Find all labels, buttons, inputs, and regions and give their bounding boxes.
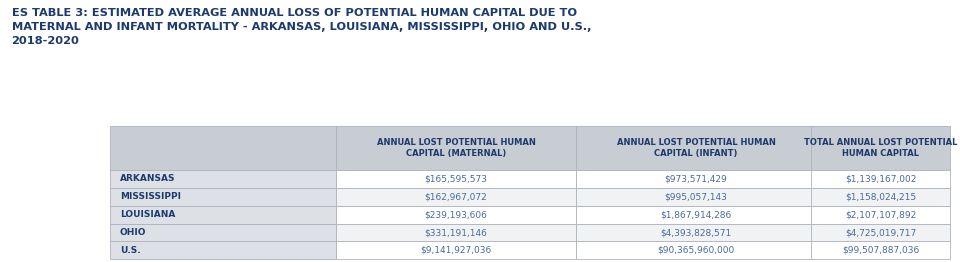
FancyBboxPatch shape xyxy=(336,170,576,188)
FancyBboxPatch shape xyxy=(576,126,816,170)
FancyBboxPatch shape xyxy=(811,242,950,259)
FancyBboxPatch shape xyxy=(110,206,336,223)
Text: OHIO: OHIO xyxy=(120,228,147,237)
FancyBboxPatch shape xyxy=(336,223,576,242)
Text: $165,595,573: $165,595,573 xyxy=(424,174,488,183)
Text: $4,725,019,717: $4,725,019,717 xyxy=(845,228,917,237)
FancyBboxPatch shape xyxy=(576,206,816,223)
FancyBboxPatch shape xyxy=(336,188,576,206)
FancyBboxPatch shape xyxy=(811,170,950,188)
FancyBboxPatch shape xyxy=(811,188,950,206)
FancyBboxPatch shape xyxy=(576,223,816,242)
FancyBboxPatch shape xyxy=(110,223,336,242)
Text: $2,107,107,892: $2,107,107,892 xyxy=(845,210,917,219)
Text: LOUISIANA: LOUISIANA xyxy=(120,210,176,219)
FancyBboxPatch shape xyxy=(336,126,576,170)
Text: $1,867,914,286: $1,867,914,286 xyxy=(660,210,732,219)
FancyBboxPatch shape xyxy=(110,188,336,206)
FancyBboxPatch shape xyxy=(576,170,816,188)
FancyBboxPatch shape xyxy=(336,206,576,223)
Text: ANNUAL LOST POTENTIAL HUMAN
CAPITAL (MATERNAL): ANNUAL LOST POTENTIAL HUMAN CAPITAL (MAT… xyxy=(376,138,536,158)
Text: ANNUAL LOST POTENTIAL HUMAN
CAPITAL (INFANT): ANNUAL LOST POTENTIAL HUMAN CAPITAL (INF… xyxy=(616,138,776,158)
FancyBboxPatch shape xyxy=(110,126,336,170)
Text: $995,057,143: $995,057,143 xyxy=(664,192,728,201)
FancyBboxPatch shape xyxy=(110,242,336,259)
FancyBboxPatch shape xyxy=(811,126,950,170)
Text: ES TABLE 3: ESTIMATED AVERAGE ANNUAL LOSS OF POTENTIAL HUMAN CAPITAL DUE TO
MATE: ES TABLE 3: ESTIMATED AVERAGE ANNUAL LOS… xyxy=(12,8,591,46)
FancyBboxPatch shape xyxy=(576,242,816,259)
Text: ARKANSAS: ARKANSAS xyxy=(120,174,176,183)
FancyBboxPatch shape xyxy=(811,223,950,242)
Text: $90,365,960,000: $90,365,960,000 xyxy=(658,246,734,255)
Text: $973,571,429: $973,571,429 xyxy=(664,174,728,183)
Text: TOTAL ANNUAL LOST POTENTIAL
HUMAN CAPITAL: TOTAL ANNUAL LOST POTENTIAL HUMAN CAPITA… xyxy=(804,138,957,158)
Text: $99,507,887,036: $99,507,887,036 xyxy=(842,246,920,255)
FancyBboxPatch shape xyxy=(811,206,950,223)
FancyBboxPatch shape xyxy=(110,170,336,188)
Text: $331,191,146: $331,191,146 xyxy=(424,228,488,237)
Text: $162,967,072: $162,967,072 xyxy=(424,192,488,201)
Text: $4,393,828,571: $4,393,828,571 xyxy=(660,228,732,237)
FancyBboxPatch shape xyxy=(336,242,576,259)
Text: $1,158,024,215: $1,158,024,215 xyxy=(845,192,917,201)
Text: MISSISSIPPI: MISSISSIPPI xyxy=(120,192,181,201)
Text: U.S.: U.S. xyxy=(120,246,140,255)
Text: $239,193,606: $239,193,606 xyxy=(424,210,488,219)
FancyBboxPatch shape xyxy=(576,188,816,206)
Text: $1,139,167,002: $1,139,167,002 xyxy=(845,174,917,183)
Text: $9,141,927,036: $9,141,927,036 xyxy=(420,246,492,255)
